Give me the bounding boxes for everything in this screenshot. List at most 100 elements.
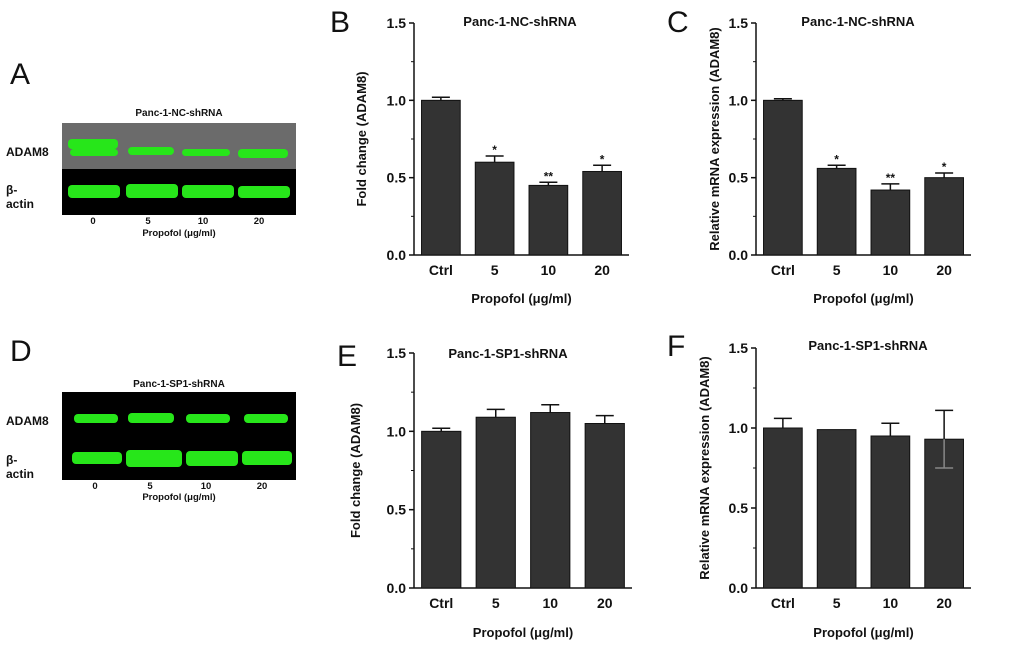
actin-band	[238, 186, 290, 198]
bar-20	[582, 170, 622, 256]
y-tick-label: 1.0	[729, 92, 749, 108]
x-tick-label: 20	[597, 595, 613, 611]
bar-10	[870, 189, 911, 256]
adam8-band	[186, 414, 230, 423]
lane-label: 10	[197, 216, 209, 227]
x-tick-label: 20	[936, 595, 952, 611]
y-tick-label: 0.0	[729, 247, 749, 263]
actin-band	[242, 451, 292, 465]
y-tick-label: 0.0	[387, 247, 407, 263]
panel-letter-f: F	[667, 330, 686, 363]
significance-marker: **	[544, 169, 554, 183]
x-tick-label: 10	[542, 595, 558, 611]
x-tick-label: 10	[883, 595, 899, 611]
y-axis-label: Fold change (ADAM8)	[348, 403, 363, 538]
x-tick-label: 5	[833, 595, 841, 611]
adam8-band	[128, 147, 174, 155]
chart-title: Panc-1-SP1-shRNA	[808, 338, 928, 353]
bar-Ctrl	[763, 99, 803, 256]
y-tick-label: 1.5	[387, 15, 407, 31]
x-axis-label: Propofol (μg/ml)	[813, 625, 913, 640]
significance-marker: **	[886, 171, 896, 185]
bar-Ctrl	[421, 99, 461, 256]
x-axis-label: Propofol (μg/ml)	[471, 291, 571, 306]
panel-letter-c: C	[667, 6, 689, 39]
x-tick-label: 10	[883, 262, 899, 278]
y-tick-label: 0.0	[729, 580, 749, 596]
bar-10	[528, 184, 569, 256]
x-axis-label: Propofol (μg/ml)	[473, 625, 573, 640]
panel-letter-e: E	[337, 340, 358, 373]
lane-label: 20	[256, 481, 268, 492]
blot-image	[62, 392, 296, 480]
y-tick-label: 0.5	[729, 500, 749, 516]
bar-20	[924, 177, 964, 256]
lane-label: 5	[145, 216, 151, 227]
blot-row-label-adam8: ADAM8	[6, 145, 49, 159]
x-tick-label: Ctrl	[429, 262, 453, 278]
lane-label: 10	[200, 481, 212, 492]
x-tick-label: 20	[936, 262, 952, 278]
y-tick-label: 1.5	[387, 345, 407, 361]
actin-band	[126, 450, 182, 467]
y-tick-label: 0.0	[387, 580, 407, 596]
chart-title: Panc-1-SP1-shRNA	[448, 346, 568, 361]
y-axis-label: Relative mRNA expression (ADAM8)	[707, 27, 722, 250]
actin-band	[186, 451, 238, 466]
bar-Ctrl	[763, 427, 803, 589]
adam8-band	[182, 149, 230, 156]
y-tick-label: 1.0	[729, 420, 749, 436]
actin-band	[126, 184, 178, 198]
x-tick-label: Ctrl	[771, 595, 795, 611]
x-tick-label: Ctrl	[771, 262, 795, 278]
bar-5	[816, 167, 857, 256]
y-tick-label: 0.5	[387, 502, 407, 518]
bar-10	[530, 412, 571, 589]
lane-label: 5	[147, 481, 153, 492]
adam8-band	[74, 414, 118, 423]
x-axis-label: Propofol (μg/ml)	[813, 291, 913, 306]
y-tick-label: 1.5	[729, 340, 749, 356]
y-tick-label: 0.5	[729, 170, 749, 186]
blot-image	[62, 123, 296, 215]
x-tick-label: Ctrl	[429, 595, 453, 611]
significance-marker: *	[492, 143, 497, 157]
x-tick-label: 5	[491, 262, 499, 278]
actin-band	[68, 185, 120, 198]
x-tick-label: 10	[541, 262, 557, 278]
blot-xlabel: Propofol (μg/ml)	[142, 228, 216, 239]
x-tick-label: 5	[833, 262, 841, 278]
lane-label: 20	[253, 216, 265, 227]
blot-row-label-actin: β-actin	[6, 183, 35, 211]
bar-10	[870, 435, 911, 589]
y-tick-label: 1.5	[729, 15, 749, 31]
significance-marker: *	[834, 152, 839, 166]
chart-title: Panc-1-NC-shRNA	[463, 14, 577, 29]
blot-xlabel: Propofol (μg/ml)	[142, 492, 216, 503]
bar-20	[584, 423, 625, 589]
actin-band	[182, 185, 234, 198]
bar-5	[816, 429, 857, 589]
y-tick-label: 0.5	[387, 170, 407, 186]
blot-title: Panc-1-SP1-shRNA	[133, 379, 225, 390]
y-tick-label: 1.0	[387, 423, 407, 439]
panel-letter-b: B	[330, 6, 351, 39]
bar-Ctrl	[421, 430, 462, 589]
chart-title: Panc-1-NC-shRNA	[801, 14, 915, 29]
lane-label: 0	[90, 216, 96, 227]
x-tick-label: 20	[594, 262, 610, 278]
adam8-band	[244, 414, 288, 423]
adam8-band	[70, 149, 118, 156]
blot-title: Panc-1-NC-shRNA	[135, 108, 223, 119]
y-axis-label: Relative mRNA expression (ADAM8)	[697, 356, 712, 579]
actin-band	[72, 452, 122, 464]
significance-marker: *	[600, 152, 605, 166]
y-tick-label: 1.0	[387, 92, 407, 108]
lane-label: 0	[92, 481, 98, 492]
blot-row-label-actin: β-actin	[6, 453, 35, 481]
blot-row-label-adam8: ADAM8	[6, 414, 49, 428]
adam8-band	[238, 149, 288, 158]
bar-5	[475, 416, 516, 589]
y-axis-label: Fold change (ADAM8)	[354, 71, 369, 206]
